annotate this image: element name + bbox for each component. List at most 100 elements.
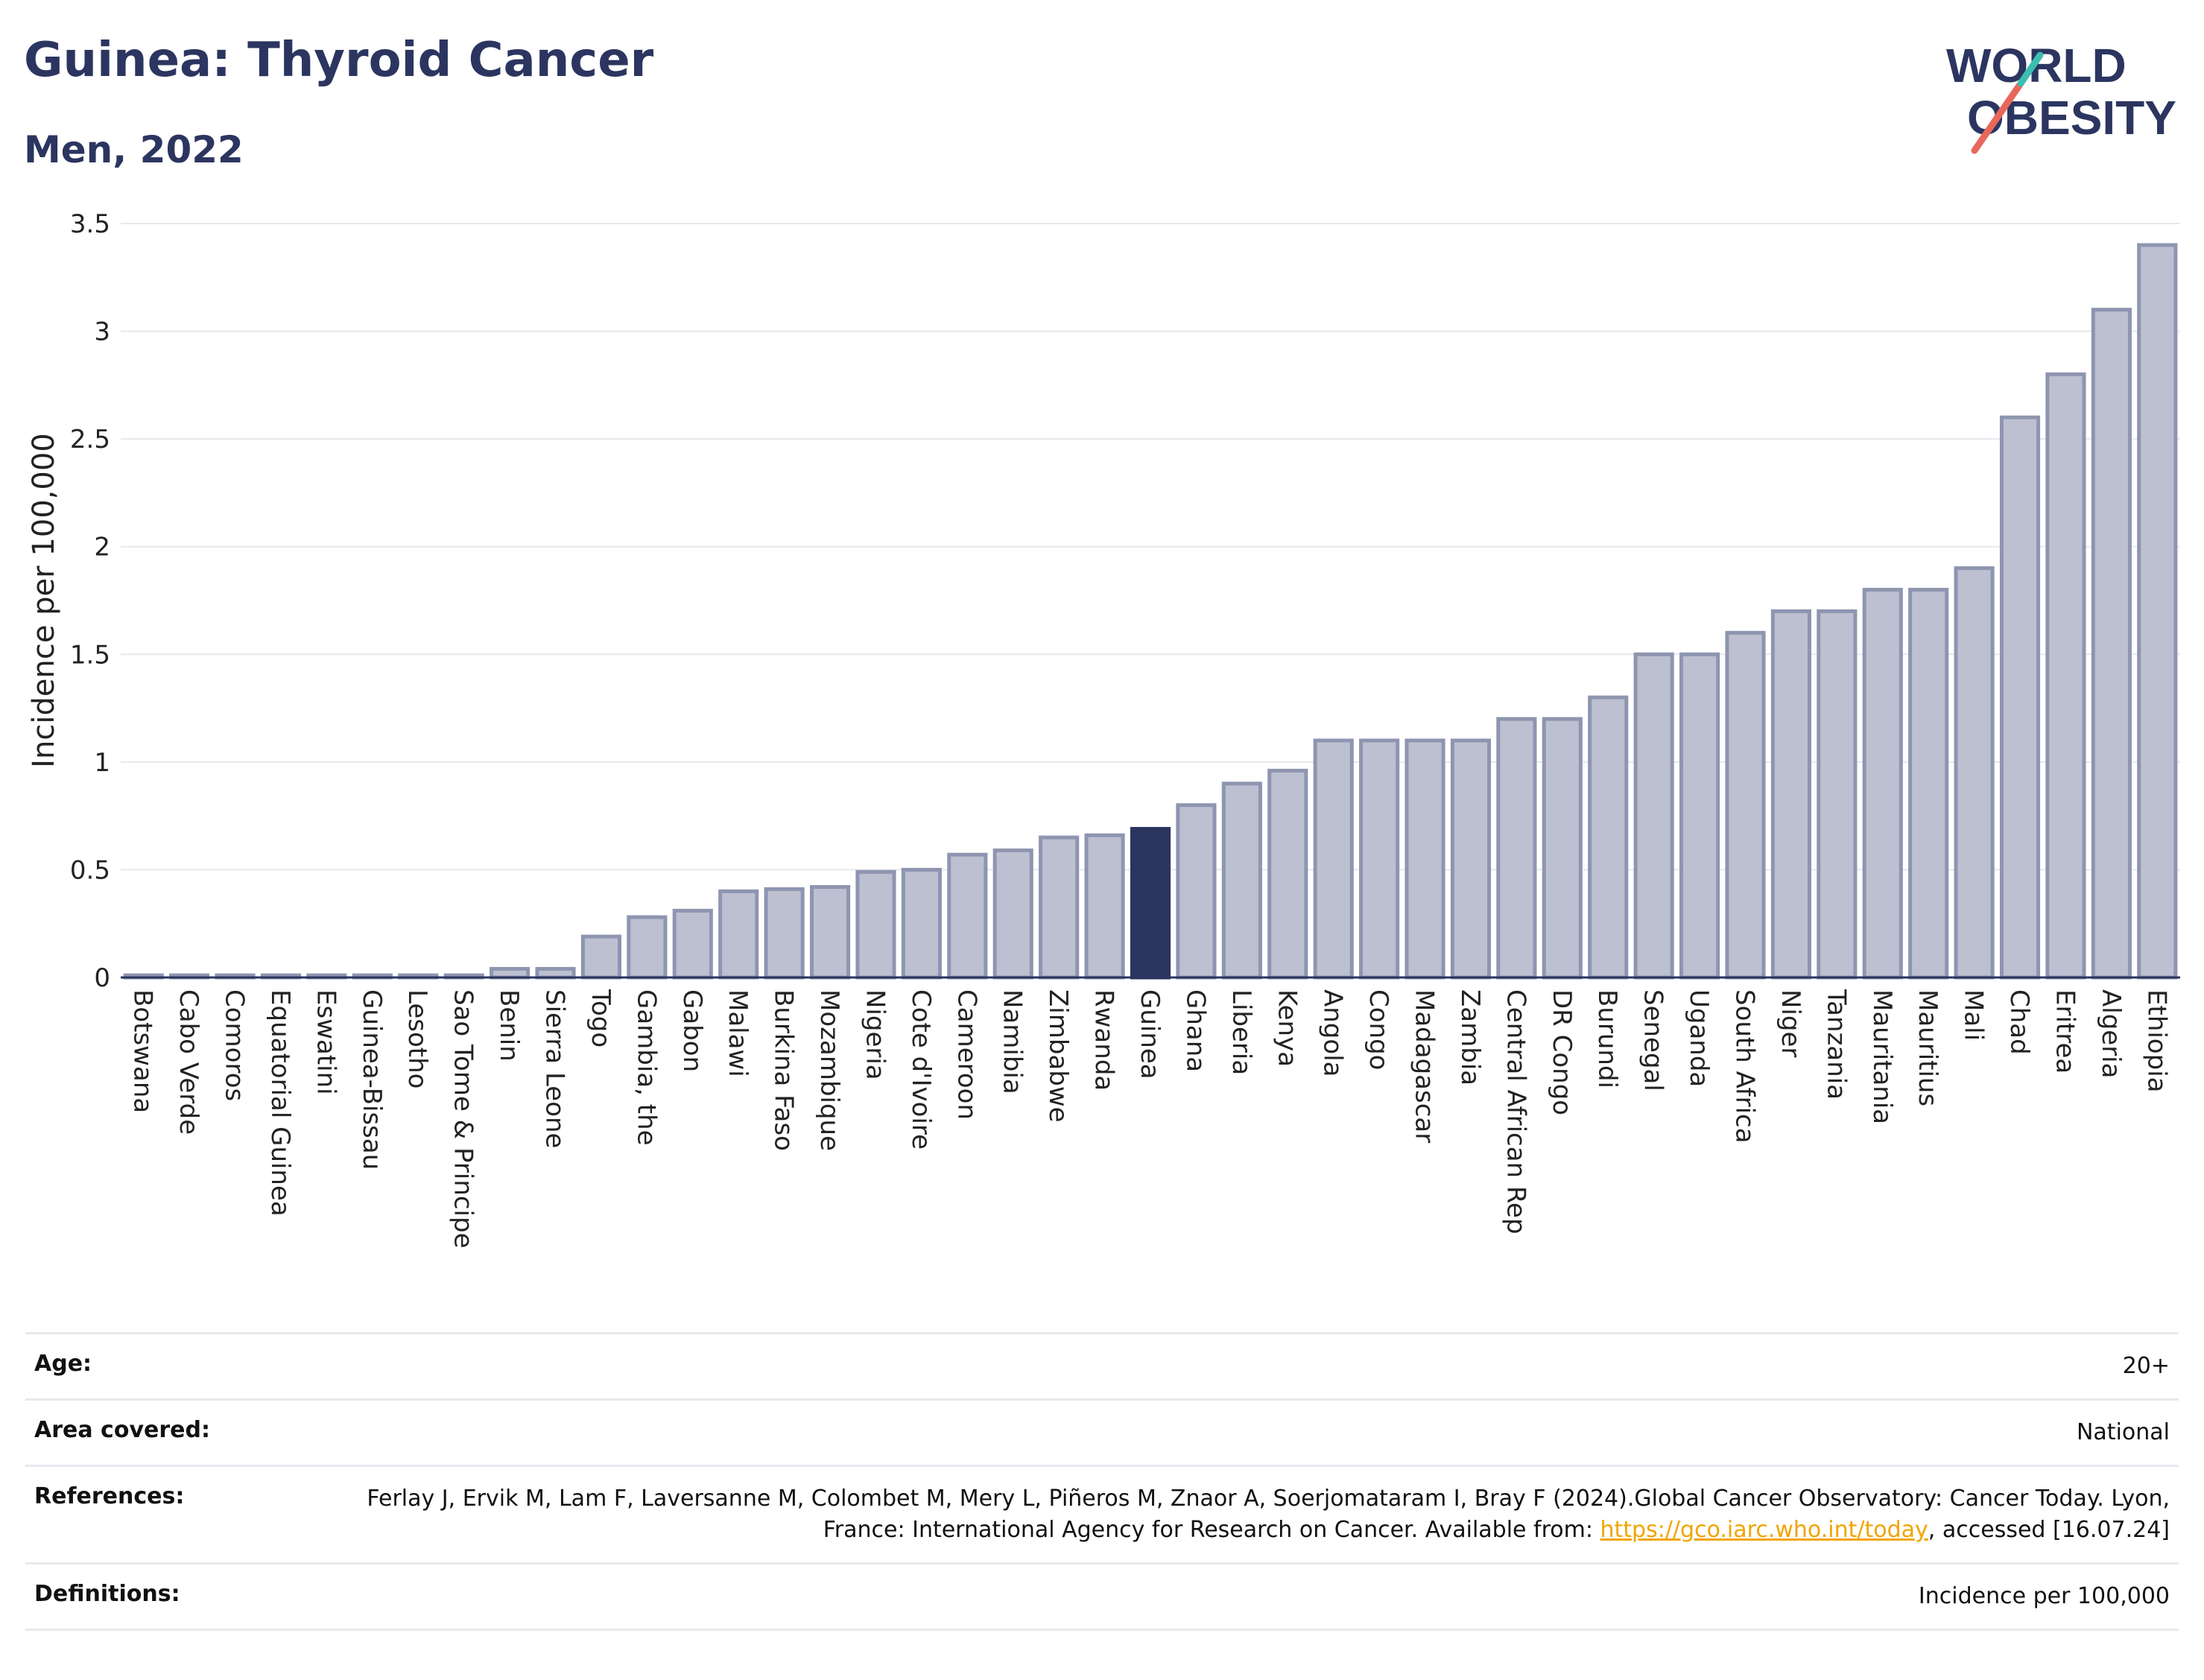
info-value: Incidence per 100,000 xyxy=(356,1562,2179,1631)
x-tick-label: Gabon xyxy=(677,989,707,1072)
bar xyxy=(1770,609,1811,980)
info-row-age: Age: 20+ xyxy=(25,1332,2179,1400)
bar xyxy=(2045,372,2086,980)
bar xyxy=(1999,415,2041,980)
bar xyxy=(1405,738,1445,980)
x-tick-label: Niger xyxy=(1776,989,1805,1057)
x-tick-label: Rwanda xyxy=(1089,989,1119,1091)
bar xyxy=(535,966,576,980)
x-tick-label: Sierra Leone xyxy=(540,989,570,1148)
x-tick-label: Namibia xyxy=(998,989,1027,1094)
reference-text: Ferlay J, Ervik M, Lam F, Laversanne M, … xyxy=(367,1486,2170,1543)
info-row-area: Area covered: National xyxy=(25,1398,2179,1466)
bar xyxy=(764,887,805,980)
x-tick-label: Eritrea xyxy=(2050,989,2080,1074)
y-tick-label: 1.5 xyxy=(70,640,110,670)
x-tick-label: Congo xyxy=(1364,989,1393,1070)
reference-link[interactable]: https://gco.iarc.who.int/today xyxy=(1600,1517,1928,1543)
x-tick-label: South Africa xyxy=(1729,989,1759,1144)
info-row-definitions: Definitions: Incidence per 100,000 xyxy=(25,1562,2179,1631)
bar xyxy=(1817,609,1858,980)
x-tick-label: Mali xyxy=(1959,989,1989,1041)
bar xyxy=(1633,652,1674,980)
x-tick-label: Benin xyxy=(494,989,524,1062)
x-tick-label: Burundi xyxy=(1592,989,1622,1088)
x-tick-label: Zambia xyxy=(1455,989,1485,1085)
x-tick-label: Madagascar xyxy=(1410,989,1440,1143)
x-tick-label: Togo xyxy=(586,989,615,1047)
page-title: Guinea: Thyroid Cancer xyxy=(24,33,654,88)
x-tick-label: DR Congo xyxy=(1547,989,1577,1115)
bar xyxy=(1862,588,1903,980)
x-tick-label: Equatorial Guinea xyxy=(265,989,295,1217)
y-tick-label: 0.5 xyxy=(70,855,110,885)
y-tick-label: 2 xyxy=(94,533,110,562)
info-value: Ferlay J, Ervik M, Lam F, Laversanne M, … xyxy=(356,1465,2179,1564)
y-tick-label: 3.5 xyxy=(70,209,110,239)
bar xyxy=(1954,566,1995,980)
logo-line2: OBESITY xyxy=(1967,91,2176,145)
bar xyxy=(1176,803,1217,980)
bar xyxy=(1359,738,1400,980)
bar xyxy=(490,966,531,980)
x-tick-label: Mauritania xyxy=(1867,989,1897,1124)
x-tick-label: Ethiopia xyxy=(2141,989,2171,1092)
bar xyxy=(1267,768,1308,980)
x-tick-label: Cabo Verde xyxy=(174,989,203,1135)
x-tick-label: Botswana xyxy=(128,989,158,1113)
x-tick-label: Kenya xyxy=(1272,989,1302,1067)
x-tick-label: Gambia, the xyxy=(631,989,661,1146)
bar xyxy=(1679,652,1720,980)
info-key: Definitions: xyxy=(25,1562,356,1631)
info-row-references: References: Ferlay J, Ervik M, Lam F, La… xyxy=(25,1465,2179,1564)
world-obesity-logo: WORLD OBESITY xyxy=(1946,39,2176,154)
bar xyxy=(1725,630,1766,980)
bar xyxy=(1908,588,1949,980)
bar xyxy=(1588,695,1629,980)
info-key: Area covered: xyxy=(25,1398,356,1466)
x-tick-label: Mozambique xyxy=(814,989,844,1151)
bar xyxy=(1542,717,1583,980)
bar xyxy=(2137,243,2178,980)
x-tick-label: Comoros xyxy=(220,989,250,1101)
bar xyxy=(1130,826,1171,980)
x-tick-label: Ghana xyxy=(1180,989,1210,1072)
x-tick-label: Uganda xyxy=(1684,989,1714,1087)
x-tick-label: Cote d'Ivoire xyxy=(906,989,936,1150)
reference-text-after: , accessed [16.07.24] xyxy=(1928,1517,2170,1543)
bar xyxy=(1313,738,1354,980)
bar xyxy=(809,885,851,980)
x-tick-label: Burkina Faso xyxy=(769,989,799,1151)
bar xyxy=(1084,833,1125,980)
bar xyxy=(1450,738,1492,980)
bar xyxy=(1039,835,1080,980)
x-tick-label: Mauritius xyxy=(1913,989,1942,1106)
x-tick-label: Lesotho xyxy=(402,989,432,1088)
bar xyxy=(947,852,988,980)
x-tick-label: Guinea xyxy=(1135,989,1165,1080)
bar xyxy=(855,869,896,980)
x-tick-label: Guinea-Bissau xyxy=(357,989,387,1170)
x-tick-label: Liberia xyxy=(1226,989,1256,1075)
bar-chart: 0 0.5 1 1.5 2 2.5 3 3.5 Incidence per 100,000 Bot… xyxy=(27,209,2180,1249)
page-subtitle: Men, 2022 xyxy=(24,128,244,171)
bar xyxy=(718,889,759,980)
info-table: Age: 20+ Area covered: National Referenc… xyxy=(25,1332,2179,1631)
x-tick-label: Central African Rep xyxy=(1501,989,1530,1234)
bar xyxy=(1496,717,1537,980)
bar xyxy=(2091,308,2132,980)
x-tick-label: Tanzania xyxy=(1821,989,1851,1100)
info-key: References: xyxy=(25,1465,356,1564)
bar xyxy=(580,934,622,980)
bar xyxy=(992,848,1033,980)
y-tick-label: 3 xyxy=(94,317,110,347)
x-tick-label: Zimbabwe xyxy=(1043,989,1073,1123)
x-tick-label: Cameroon xyxy=(951,989,981,1120)
info-value: National xyxy=(356,1398,2179,1466)
x-tick-label: Nigeria xyxy=(860,989,890,1080)
y-tick-label: 0 xyxy=(94,963,110,993)
info-key: Age: xyxy=(25,1332,356,1400)
logo-slash-teal xyxy=(2017,51,2044,87)
logo-slash-red xyxy=(1971,80,2024,154)
x-tick-label: Algeria xyxy=(2096,989,2126,1078)
